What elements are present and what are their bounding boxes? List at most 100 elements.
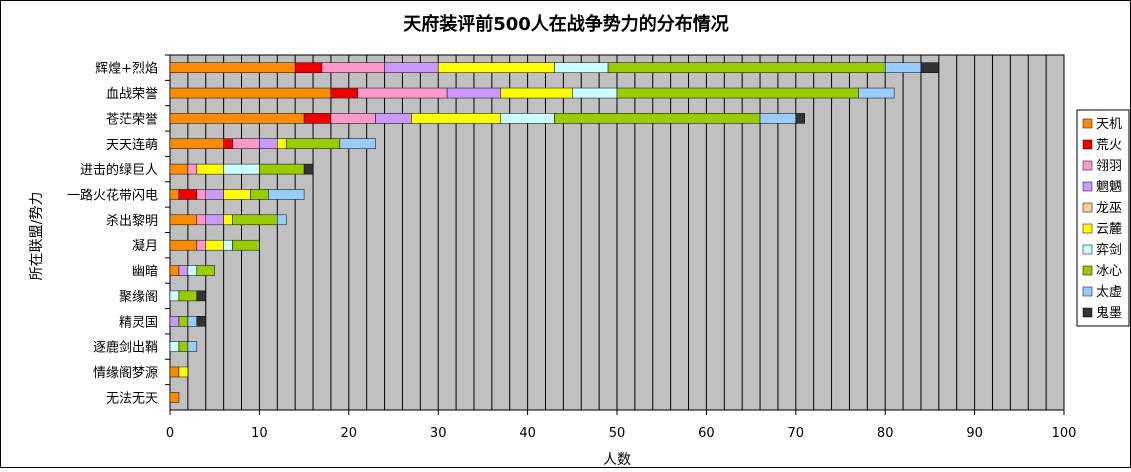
bar-segment	[169, 265, 180, 276]
plot-area: 0 10 20 30 40 50 60 70 80 90 100 辉煌+烈焰血战荣誉苍茫荣誉天天连萌进…	[67, 54, 1077, 441]
legend-label: 云麓	[1096, 222, 1122, 237]
bar-segment	[572, 87, 618, 99]
legend-swatch	[1082, 181, 1093, 192]
bar-segment	[375, 113, 412, 124]
bar-segment	[169, 239, 198, 251]
bar-segment	[196, 239, 207, 251]
bar-segment	[330, 113, 376, 124]
bar-segment	[446, 87, 502, 99]
bar-segment	[223, 138, 233, 149]
x-tick-label: 60	[698, 426, 715, 441]
bar-segment	[500, 113, 555, 124]
bar-segment	[169, 316, 180, 327]
y-tick-label: 进击的绿巨人	[80, 162, 158, 178]
legend-swatch	[1082, 202, 1093, 213]
bar-segment	[169, 113, 305, 124]
bar-segment	[187, 341, 198, 352]
y-tick-label: 苍茫荣誉	[106, 112, 158, 127]
bar-segment	[169, 87, 332, 99]
bar-segment	[268, 189, 305, 200]
bar-segment	[169, 214, 198, 226]
bar-segment	[196, 316, 207, 327]
bar-segment	[339, 138, 376, 149]
x-tick-label: 70	[788, 426, 805, 441]
legend-label: 太虚	[1096, 285, 1122, 300]
legend-swatch	[1082, 118, 1093, 129]
bar-segment	[232, 214, 278, 226]
bar-segment	[294, 62, 323, 73]
legend-swatch	[1082, 223, 1093, 234]
bar-segment	[884, 62, 922, 73]
bar-segment	[169, 62, 296, 73]
legend-label: 冰心	[1096, 264, 1122, 279]
bar-segment	[759, 113, 797, 124]
bar-segment	[330, 87, 358, 99]
bar-segment	[178, 189, 198, 200]
bar-segment	[196, 163, 224, 175]
y-tick-label: 杀出黎明	[106, 214, 158, 229]
bar-segment	[205, 214, 224, 226]
legend-swatch	[1082, 265, 1093, 276]
bar-segment	[223, 163, 260, 175]
bar-segment	[554, 62, 609, 73]
bar-segment	[303, 113, 332, 124]
x-tick-label: 90	[966, 426, 983, 441]
x-tick-label: 20	[341, 426, 358, 441]
bar-segment	[232, 138, 260, 149]
bar-segment	[259, 138, 278, 149]
y-tick-label: 精灵国	[119, 315, 158, 330]
legend-swatch	[1082, 286, 1093, 297]
x-tick-label: 40	[519, 426, 536, 441]
bar-segment	[411, 113, 502, 124]
bar-segment	[169, 341, 180, 352]
bar-segment	[858, 87, 895, 99]
bar-segment	[169, 366, 180, 378]
x-tick-label: 30	[430, 426, 447, 441]
x-axis-label: 人数	[603, 452, 631, 468]
y-tick-label: 聚缘阁	[119, 290, 158, 305]
bar-segment	[500, 87, 573, 99]
bar-segment	[178, 265, 189, 276]
bar-segment	[169, 392, 180, 403]
bar-segment	[223, 239, 233, 251]
legend-swatch	[1082, 244, 1093, 255]
legend-label: 龙巫	[1096, 201, 1122, 216]
x-tick-label: 100	[1052, 426, 1077, 441]
bar-segment	[357, 87, 448, 99]
bar-segment	[187, 265, 198, 276]
bar-segment	[196, 189, 207, 200]
bar-segment	[384, 62, 439, 73]
legend-swatch	[1082, 139, 1093, 150]
bar-segment	[187, 163, 198, 175]
bar-segment	[178, 290, 198, 302]
x-tick-label: 0	[166, 426, 174, 441]
y-tick-label: 无法无天	[106, 391, 158, 406]
bar-segment	[178, 341, 189, 352]
bar-segment	[795, 113, 805, 124]
y-tick-label: 天天连萌	[106, 137, 158, 153]
bar-segment	[223, 189, 251, 200]
bar-segment	[169, 290, 180, 302]
y-tick-label: 情缘阁梦源	[93, 366, 158, 381]
bar-segment	[178, 316, 189, 327]
bar-segment	[196, 290, 207, 302]
bar-segment	[196, 214, 207, 226]
bar-segment	[187, 316, 198, 327]
bar-segment	[616, 87, 859, 99]
bar-segment	[303, 163, 314, 175]
legend-label: 弈剑	[1096, 242, 1122, 258]
bar-segment	[205, 239, 224, 251]
bar-segment	[285, 138, 341, 149]
y-axis-label: 所在联盟/势力	[29, 192, 45, 281]
legend-swatch	[1082, 160, 1093, 171]
x-tick-label: 80	[877, 426, 894, 441]
y-tick-label: 逐鹿剑出鞘	[93, 340, 158, 356]
bar-segment	[437, 62, 555, 73]
bar-segment	[277, 214, 287, 226]
bar-segment	[169, 163, 189, 175]
legend-label: 天机	[1096, 117, 1122, 132]
bar-segment	[554, 113, 761, 124]
